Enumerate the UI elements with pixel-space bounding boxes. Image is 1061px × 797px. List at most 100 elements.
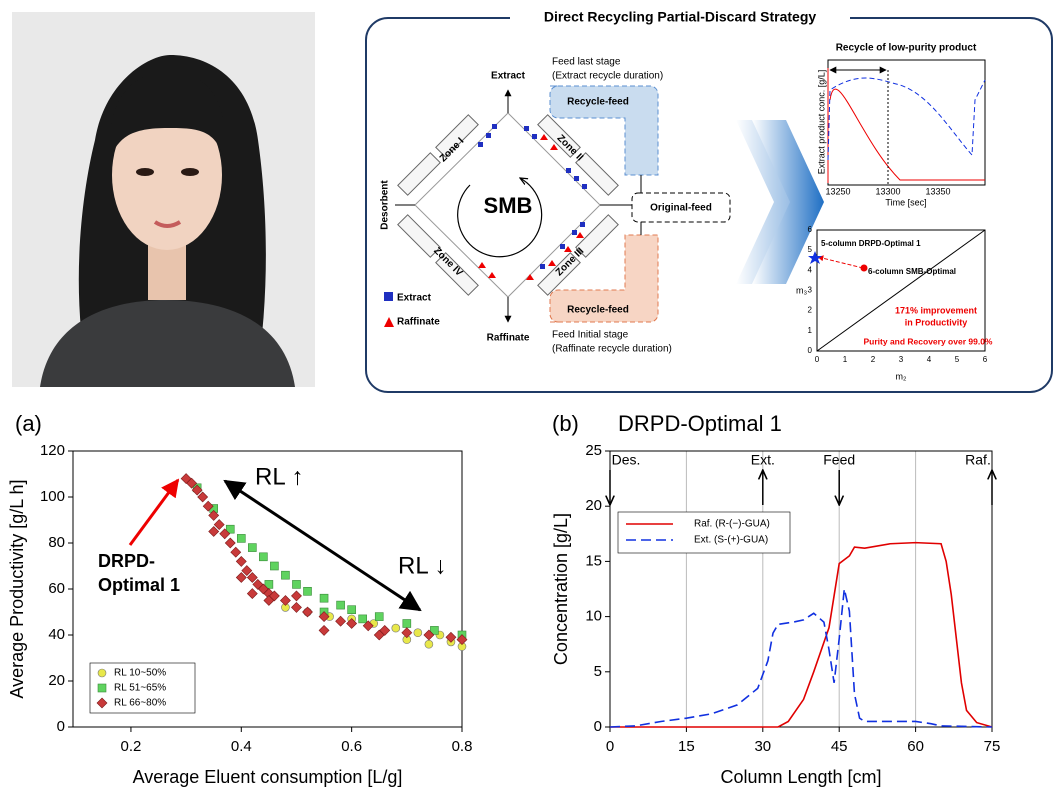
- scatter-point: [270, 561, 279, 571]
- x-axis-label: Average Eluent consumption [L/g]: [133, 767, 403, 787]
- legend-label: Raf. (R-(−)-GUA): [694, 519, 770, 530]
- inset-ylabel: m₃: [796, 285, 807, 295]
- scatter-point: [319, 593, 329, 603]
- scatter-point: [336, 600, 345, 610]
- chart-title: DRPD-Optimal 1: [618, 411, 782, 436]
- scatter-point: [236, 534, 246, 543]
- y-tick-label: 15: [585, 552, 602, 569]
- inset-tick: 1: [808, 326, 813, 335]
- scatter-point: [302, 606, 313, 618]
- x-tick-label: 45: [831, 738, 848, 755]
- annotation-arrow: [128, 478, 180, 546]
- y-tick-label: 20: [48, 672, 65, 689]
- inset-tick: 0: [815, 355, 820, 364]
- portrait-photo: [12, 12, 315, 387]
- scatter-point: [391, 623, 401, 633]
- inset-tick: 2: [871, 355, 876, 364]
- legend-label: RL 51~65%: [114, 683, 166, 694]
- scatter-point: [347, 605, 356, 615]
- scatter-point: [259, 552, 268, 562]
- scatter-point: [358, 614, 367, 624]
- scatter-point: [224, 537, 236, 549]
- plot-frame: [609, 450, 993, 728]
- scatter-point: [373, 629, 385, 641]
- port-label: Feed: [823, 452, 855, 468]
- scatter-point: [346, 618, 358, 629]
- y-axis-label: Average Productivity [g/L h]: [7, 479, 27, 698]
- desorbent-port: Desorbent: [380, 180, 391, 230]
- scatter-point: [362, 620, 374, 632]
- legend-label: RL 66~80%: [114, 698, 166, 709]
- scatter-point: [208, 526, 220, 537]
- y-tick-label: 100: [40, 488, 65, 505]
- scatter-point: [291, 590, 302, 602]
- y-tick-label: 20: [585, 497, 602, 514]
- inset-tick: 3: [808, 286, 813, 295]
- x-tick-label: 0.8: [452, 738, 473, 755]
- y-tick-label: 120: [40, 442, 65, 459]
- feed-initial-line: Feed Initial stage: [552, 330, 629, 341]
- x-tick-label: 0.2: [121, 738, 142, 755]
- y-tick-label: 60: [48, 580, 65, 597]
- scatter-point: [424, 639, 434, 649]
- y-tick-label: 5: [594, 663, 602, 680]
- inset-label: Purity and Recovery over 99.0%: [864, 336, 993, 346]
- scatter-point: [235, 555, 247, 567]
- inset-tick: 4: [808, 265, 813, 274]
- scatter-point: [318, 624, 330, 636]
- extract-port: Extract: [491, 71, 526, 82]
- recycle-feed-top: Recycle-feed: [567, 97, 629, 108]
- y-tick-label: 80: [48, 534, 65, 551]
- inset-tick: 13250: [825, 186, 850, 196]
- scatter-point: [197, 491, 209, 503]
- scatter-point: [292, 580, 301, 589]
- scatter-point: [374, 612, 384, 621]
- inset-label: 171% improvement: [895, 305, 977, 315]
- feed-last-line: Feed last stage: [552, 57, 621, 68]
- inset-tick: 13300: [875, 186, 900, 196]
- inset-title: Recycle of low-purity product: [836, 43, 977, 54]
- scatter-point: [281, 570, 290, 580]
- inset-tick: 5: [808, 245, 813, 254]
- x-tick-label: 15: [678, 738, 695, 755]
- inset-ylabel: Extract product conc. [g/L]: [816, 70, 826, 175]
- port-label: Raf.: [965, 452, 991, 468]
- inset-tick: 6: [983, 355, 988, 364]
- y-tick-label: 10: [585, 608, 602, 625]
- legend-box: [617, 511, 791, 554]
- scatter-point: [230, 546, 242, 558]
- legend-marker: [97, 668, 107, 678]
- inset-xlabel: Time [sec]: [885, 197, 926, 207]
- scatter-point: [401, 627, 413, 639]
- scatter-point: [335, 615, 347, 627]
- legend-label: Ext. (S-(+)-GUA): [694, 535, 768, 546]
- inset-tick: 5: [955, 355, 960, 364]
- x-tick-label: 0.4: [231, 738, 252, 755]
- legend-raffinate: Raffinate: [397, 317, 440, 328]
- inset-label: 5-column DRPD-Optimal 1: [821, 239, 921, 248]
- scatter-point: [423, 629, 435, 641]
- inset-label: in Productivity: [905, 317, 968, 327]
- x-tick-label: 75: [984, 738, 1001, 755]
- scatter-point: [291, 601, 302, 613]
- original-feed: Original-feed: [650, 203, 712, 214]
- scatter-point: [191, 484, 203, 496]
- recycle-feed-bottom: Recycle-feed: [567, 305, 629, 316]
- scatter-point: [303, 586, 312, 596]
- data-line: [610, 541, 993, 728]
- scatter-point: [202, 500, 214, 512]
- annotation: Optimal 1: [98, 575, 180, 595]
- x-axis-label: Column Length [cm]: [720, 767, 881, 787]
- annotation: DRPD-: [98, 551, 155, 571]
- y-tick-label: 0: [594, 718, 602, 735]
- scatter-point: [280, 595, 291, 606]
- legend-marker: [97, 683, 107, 693]
- scatter-point: [213, 519, 225, 531]
- inset-tick: 6: [808, 225, 813, 234]
- scatter-point: [430, 626, 439, 635]
- annotation: RL ↓: [398, 552, 446, 579]
- inset-tick: 13350: [925, 186, 950, 196]
- panel-label: (b): [552, 411, 579, 436]
- x-tick-label: 0.6: [341, 738, 362, 755]
